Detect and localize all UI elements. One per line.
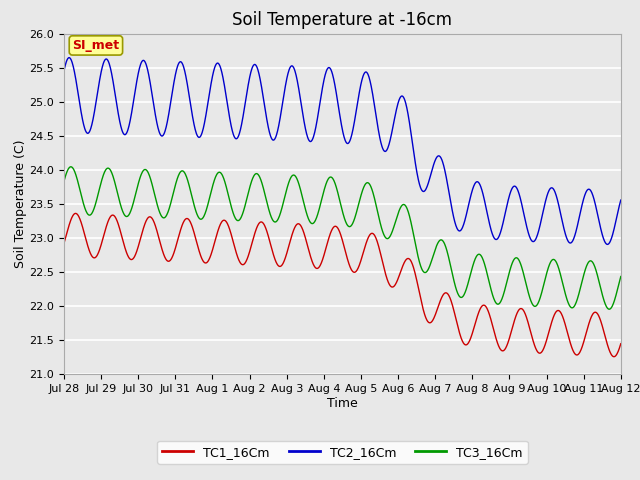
TC1_16Cm	[617, 341, 625, 347]
TC2_16Cm	[308, 137, 316, 143]
TC1_16Cm	[126, 256, 134, 262]
TC1_16Cm	[297, 223, 305, 228]
TC2_16Cm	[318, 86, 326, 92]
TC1_16Cm	[378, 253, 385, 259]
TC2_16Cm	[104, 57, 111, 63]
Line: TC3_16Cm: TC3_16Cm	[64, 167, 621, 309]
TC2_16Cm	[65, 55, 73, 60]
TC3_16Cm	[67, 164, 74, 169]
TC3_16Cm	[605, 306, 613, 312]
TC3_16Cm	[378, 224, 385, 230]
TC1_16Cm	[308, 258, 316, 264]
TC2_16Cm	[617, 197, 625, 203]
TC2_16Cm	[297, 97, 305, 103]
TC3_16Cm	[297, 187, 305, 193]
Text: SI_met: SI_met	[72, 39, 120, 52]
Line: TC1_16Cm: TC1_16Cm	[64, 214, 621, 357]
TC1_16Cm	[60, 240, 68, 246]
TC1_16Cm	[72, 211, 79, 216]
TC2_16Cm	[126, 118, 134, 124]
TC2_16Cm	[60, 68, 68, 73]
TC2_16Cm	[378, 141, 385, 147]
TC3_16Cm	[318, 195, 326, 201]
TC3_16Cm	[617, 274, 625, 279]
Line: TC2_16Cm: TC2_16Cm	[64, 58, 621, 244]
TC3_16Cm	[104, 165, 111, 171]
Title: Soil Temperature at -16cm: Soil Temperature at -16cm	[232, 11, 452, 29]
TC1_16Cm	[104, 220, 111, 226]
TC3_16Cm	[126, 210, 134, 216]
TC1_16Cm	[318, 258, 326, 264]
TC2_16Cm	[604, 241, 611, 247]
Y-axis label: Soil Temperature (C): Soil Temperature (C)	[13, 140, 27, 268]
TC3_16Cm	[60, 178, 68, 184]
X-axis label: Time: Time	[327, 397, 358, 410]
TC1_16Cm	[611, 354, 618, 360]
TC3_16Cm	[308, 221, 316, 227]
Legend: TC1_16Cm, TC2_16Cm, TC3_16Cm: TC1_16Cm, TC2_16Cm, TC3_16Cm	[157, 441, 528, 464]
